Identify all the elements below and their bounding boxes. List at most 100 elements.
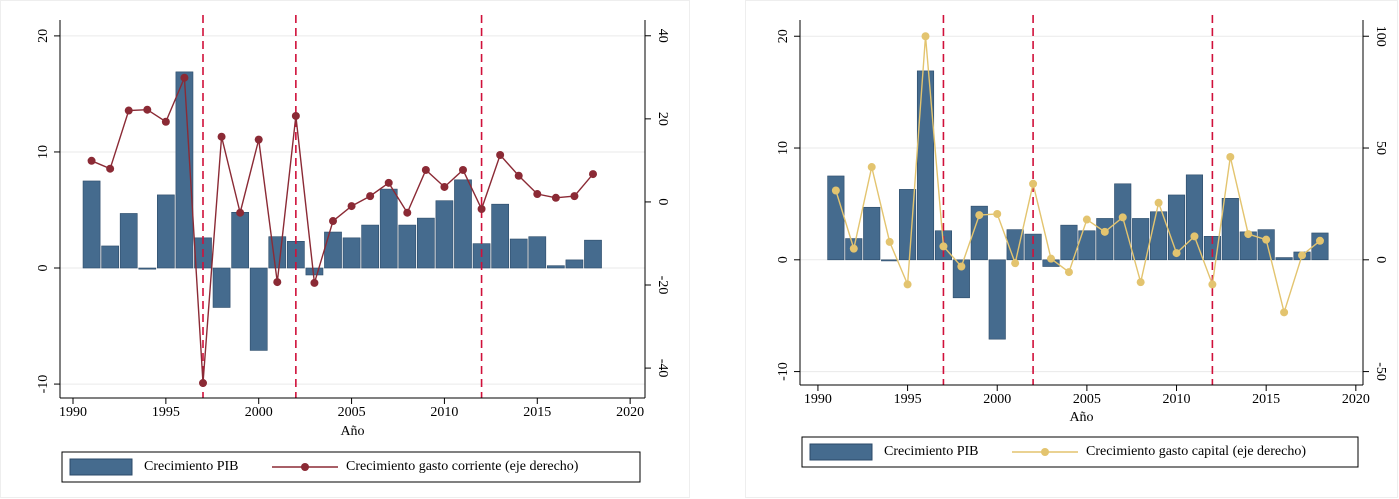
legend-label: Crecimiento gasto corriente (eje derecho… xyxy=(346,459,579,474)
bar xyxy=(547,265,565,269)
bar xyxy=(970,205,988,261)
y-tick-label: 10 xyxy=(36,145,51,159)
bar xyxy=(249,267,268,351)
marker xyxy=(993,209,1002,218)
bar xyxy=(342,237,361,269)
marker xyxy=(403,208,412,217)
y2-tick-label: 0 xyxy=(655,198,670,205)
x-tick-label: 2020 xyxy=(616,405,644,420)
x-tick-label: 2010 xyxy=(430,405,458,420)
marker xyxy=(124,106,133,115)
x-tick-label: 2010 xyxy=(1163,392,1191,407)
legend-swatch xyxy=(301,463,309,471)
marker xyxy=(329,217,337,226)
marker xyxy=(254,135,263,144)
bar xyxy=(863,206,881,261)
bar xyxy=(1275,257,1293,261)
bar xyxy=(1311,232,1329,261)
bar xyxy=(119,213,138,269)
x-tick-label: 1995 xyxy=(894,392,922,407)
marker xyxy=(87,156,96,165)
y-tick-label: 20 xyxy=(776,29,791,43)
marker xyxy=(957,262,966,271)
marker xyxy=(1154,198,1163,207)
marker xyxy=(551,193,560,202)
marker xyxy=(939,242,948,251)
y2-tick-label: 40 xyxy=(655,29,670,43)
bar xyxy=(565,259,584,269)
marker xyxy=(1208,280,1217,289)
marker xyxy=(1118,213,1127,222)
bar xyxy=(101,245,119,269)
marker xyxy=(291,111,300,120)
y-tick-label: 10 xyxy=(776,141,791,155)
y2-tick-label: -20 xyxy=(655,276,670,295)
marker xyxy=(589,170,597,179)
legend-label: Crecimiento gasto capital (eje derecho) xyxy=(1086,444,1306,459)
bar xyxy=(1257,229,1275,261)
y-tick-label: 0 xyxy=(36,265,51,272)
marker xyxy=(1029,179,1038,188)
bar xyxy=(509,238,528,269)
bar xyxy=(305,267,324,276)
marker xyxy=(217,132,226,141)
x-tick-label: 2000 xyxy=(983,392,1011,407)
x-tick-label: 1990 xyxy=(804,392,832,407)
bar xyxy=(1060,224,1078,261)
bar xyxy=(417,217,435,269)
marker xyxy=(849,244,858,253)
x-axis-title: Año xyxy=(340,424,364,439)
x-axis-title: Año xyxy=(1069,410,1093,425)
marker xyxy=(885,237,894,246)
marker xyxy=(347,202,356,211)
bar xyxy=(916,70,935,261)
bar xyxy=(1114,183,1132,261)
bar xyxy=(175,71,194,269)
marker xyxy=(310,278,319,287)
marker xyxy=(1190,232,1199,241)
y2-tick-label: 20 xyxy=(655,112,670,126)
bar xyxy=(231,212,249,269)
line xyxy=(91,77,594,384)
bar xyxy=(454,179,472,269)
bar xyxy=(881,259,899,262)
legend-label: Crecimiento PIB xyxy=(144,459,239,474)
marker xyxy=(1136,278,1145,287)
marker xyxy=(1262,235,1271,244)
marker xyxy=(921,32,930,41)
marker xyxy=(1011,259,1020,268)
bar xyxy=(138,267,157,270)
bar xyxy=(988,259,1006,340)
legend-swatch xyxy=(1041,448,1049,456)
x-tick-label: 2020 xyxy=(1342,392,1370,407)
marker xyxy=(459,165,467,174)
x-tick-label: 2015 xyxy=(523,405,551,420)
marker xyxy=(477,204,486,213)
legend-label: Crecimiento PIB xyxy=(884,444,979,459)
bar xyxy=(157,194,175,269)
bar xyxy=(899,189,917,261)
bar xyxy=(952,259,970,299)
bar xyxy=(398,224,417,269)
y2-tick-label: -40 xyxy=(655,359,670,378)
x-tick-label: 1990 xyxy=(59,405,87,420)
marker xyxy=(831,186,840,195)
marker xyxy=(867,163,876,172)
marker xyxy=(1064,268,1073,277)
legend-swatch xyxy=(69,458,133,476)
bar xyxy=(491,203,509,269)
bar xyxy=(1006,229,1024,261)
marker xyxy=(1100,227,1109,236)
marker xyxy=(1298,251,1307,260)
marker xyxy=(1315,236,1324,245)
bar xyxy=(528,236,547,269)
line xyxy=(835,36,1321,315)
y-tick-label: -10 xyxy=(36,375,51,394)
marker xyxy=(1172,249,1181,258)
marker xyxy=(143,105,152,114)
marker xyxy=(384,178,393,187)
marker xyxy=(514,171,523,180)
marker xyxy=(440,182,449,191)
x-tick-label: 2000 xyxy=(245,405,273,420)
y2-tick-label: 50 xyxy=(1373,141,1388,155)
